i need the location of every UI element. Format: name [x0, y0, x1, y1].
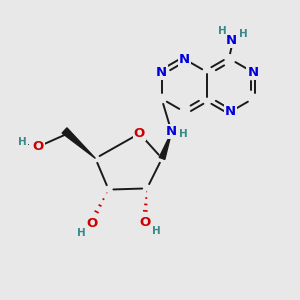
Text: O: O: [32, 140, 44, 154]
Text: O: O: [134, 127, 145, 140]
Text: O: O: [86, 217, 98, 230]
Text: N: N: [165, 125, 177, 138]
Text: H: H: [152, 226, 160, 236]
Text: N: N: [225, 105, 236, 119]
Text: N: N: [179, 52, 190, 66]
Text: ·: ·: [27, 140, 30, 150]
Text: H: H: [239, 29, 248, 39]
Text: H: H: [218, 26, 227, 36]
Polygon shape: [159, 132, 172, 159]
Text: H: H: [179, 129, 188, 140]
Text: H: H: [76, 228, 85, 238]
Polygon shape: [62, 128, 95, 158]
Text: H: H: [18, 136, 27, 147]
Text: N: N: [156, 66, 167, 79]
Text: N: N: [226, 34, 237, 47]
Text: O: O: [140, 216, 151, 230]
Text: N: N: [248, 66, 259, 79]
